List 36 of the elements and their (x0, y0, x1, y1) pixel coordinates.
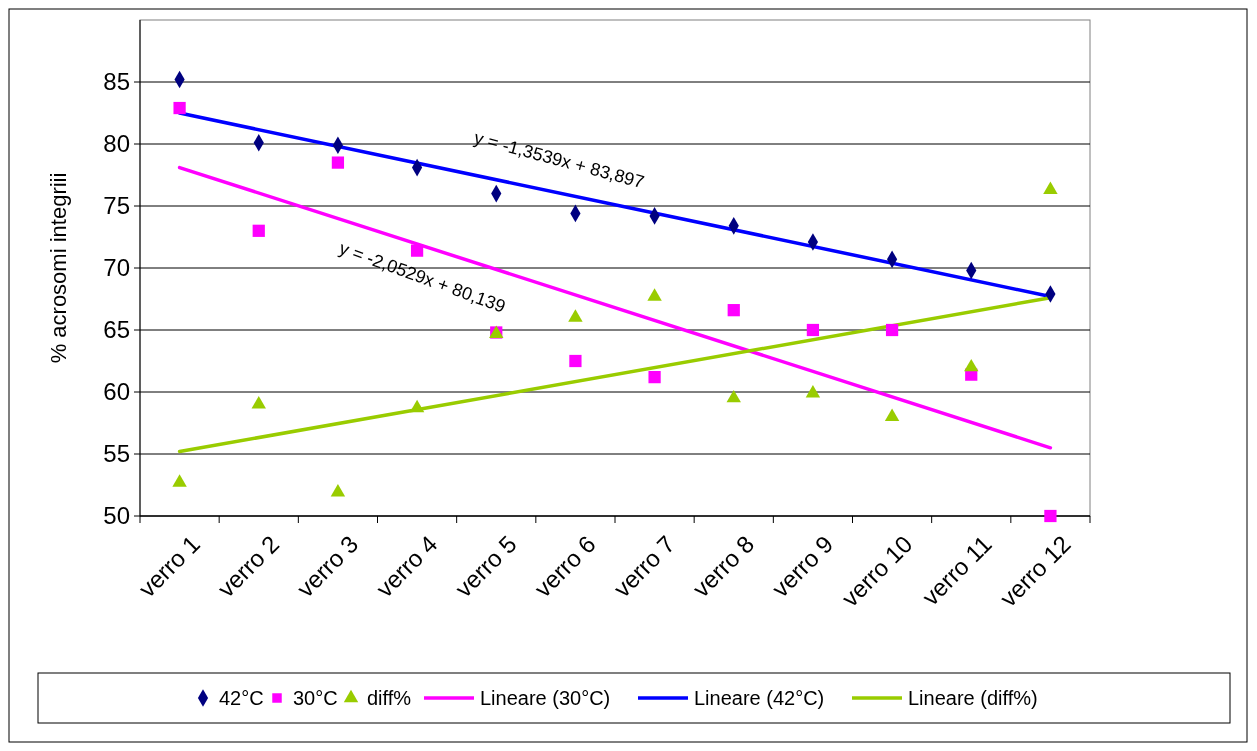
point (173, 101, 186, 115)
point (648, 371, 661, 384)
point (884, 408, 900, 421)
point (569, 354, 582, 368)
point (1044, 509, 1057, 523)
point (252, 224, 265, 237)
y-axis-title: % acrosomi integriii (45, 172, 71, 364)
y-tick-label: 85 (103, 68, 130, 96)
annotation: y = -1,3539x + 83,897 (471, 127, 647, 193)
point (805, 384, 821, 398)
point (647, 288, 662, 301)
point (726, 389, 741, 403)
point (251, 396, 266, 409)
legend-label: diff% (367, 687, 412, 709)
legend-label: Lineare (42°C) (694, 687, 825, 709)
legend-label: Lineare (diff%) (908, 687, 1038, 709)
y-tick-label: 80 (103, 130, 130, 158)
legend-label: 30°C (293, 687, 338, 709)
point (330, 484, 346, 497)
point (964, 358, 979, 372)
point (568, 309, 583, 322)
point (885, 323, 899, 337)
legend-label: 42°C (219, 687, 264, 709)
point (409, 399, 425, 413)
y-tick-label: 70 (103, 254, 130, 282)
y-tick-label: 65 (103, 316, 130, 344)
legend-label: Lineare (30°C) (480, 687, 611, 709)
y-tick-label: 60 (103, 378, 130, 406)
y-tick-label: 75 (103, 192, 130, 220)
point (1043, 181, 1058, 195)
point (806, 323, 820, 337)
point (727, 304, 740, 317)
y-tick-label: 55 (103, 440, 130, 468)
point (172, 474, 187, 487)
y-tick-label: 50 (103, 502, 130, 530)
point (331, 156, 345, 169)
